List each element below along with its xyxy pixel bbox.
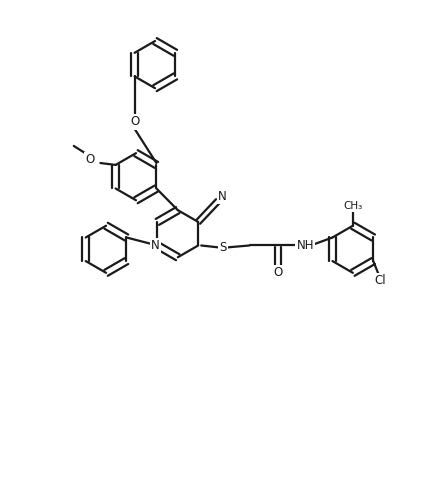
Text: S: S [219,241,226,254]
Text: H: H [301,239,310,252]
Text: Cl: Cl [374,274,386,288]
Text: N: N [151,239,160,252]
Text: O: O [86,153,95,165]
Text: CH₃: CH₃ [343,201,363,211]
Text: O: O [273,266,283,279]
Text: N: N [218,190,227,203]
Text: NH: NH [297,239,314,252]
Text: O: O [130,116,139,128]
